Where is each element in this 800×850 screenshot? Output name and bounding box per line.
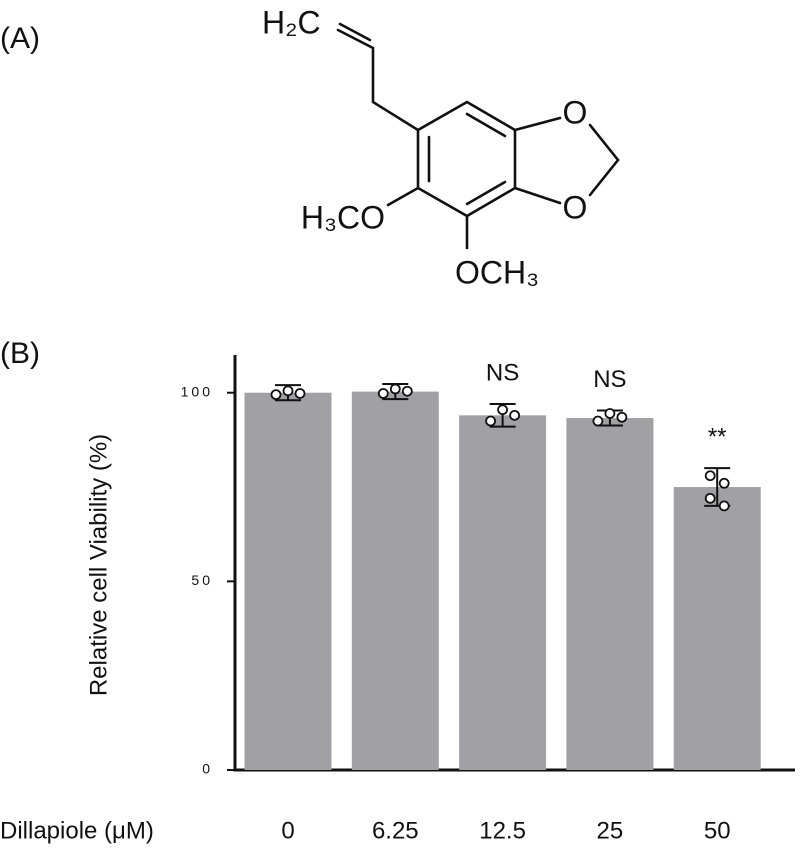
- y-tick-label: 100: [181, 383, 213, 399]
- data-point: [616, 411, 628, 423]
- methoxy-bonds: [386, 186, 469, 250]
- bar: [351, 391, 439, 770]
- data-point: [718, 500, 730, 512]
- data-point: [401, 385, 413, 397]
- x-tick-label: 50: [704, 817, 731, 844]
- y-tick-label: 0: [202, 761, 213, 777]
- panel-label: (B): [0, 337, 40, 370]
- x-tick-label: 12.5: [479, 817, 526, 844]
- data-point: [282, 385, 294, 397]
- x-tick-label: 25: [597, 817, 624, 844]
- bar: [244, 392, 332, 770]
- annotation: NS: [486, 359, 519, 386]
- atom-label: O: [563, 94, 588, 130]
- atom-label: O: [563, 189, 588, 225]
- ring: [416, 100, 517, 218]
- data-point: [389, 383, 401, 395]
- atom-label: H₃CO: [301, 199, 385, 235]
- data-point: [294, 388, 306, 399]
- atom-label: H₂C: [262, 4, 321, 40]
- y-axis-label: Relative cell Viability (%): [85, 434, 112, 696]
- data-point: [377, 388, 389, 399]
- data-point: [485, 415, 497, 427]
- data-point: [592, 415, 604, 427]
- dioxole: [513, 116, 620, 205]
- bar: [566, 418, 654, 770]
- panel-label: (A): [0, 22, 40, 55]
- data-point: [509, 409, 520, 421]
- structure: H₂C O O H₃CO OCH₃: [262, 4, 620, 290]
- data-point: [718, 477, 730, 489]
- data-point: [270, 389, 282, 401]
- y-tick-label: 50: [191, 572, 213, 588]
- x-axis-label: Dillapiole (μM): [0, 817, 154, 844]
- data-point: [704, 492, 716, 504]
- data-point: [704, 470, 716, 482]
- ring-double: [427, 112, 507, 206]
- data-point: [497, 404, 509, 416]
- allyl: [336, 22, 420, 132]
- bar: [673, 487, 761, 770]
- annotation: **: [708, 424, 727, 451]
- bar: [459, 415, 547, 770]
- x-tick-label: 0: [281, 817, 294, 844]
- data-point: [604, 408, 616, 419]
- x-tick-label: 6.25: [372, 817, 419, 844]
- annotation: NS: [593, 366, 626, 393]
- atom-label: OCH₃: [455, 254, 539, 290]
